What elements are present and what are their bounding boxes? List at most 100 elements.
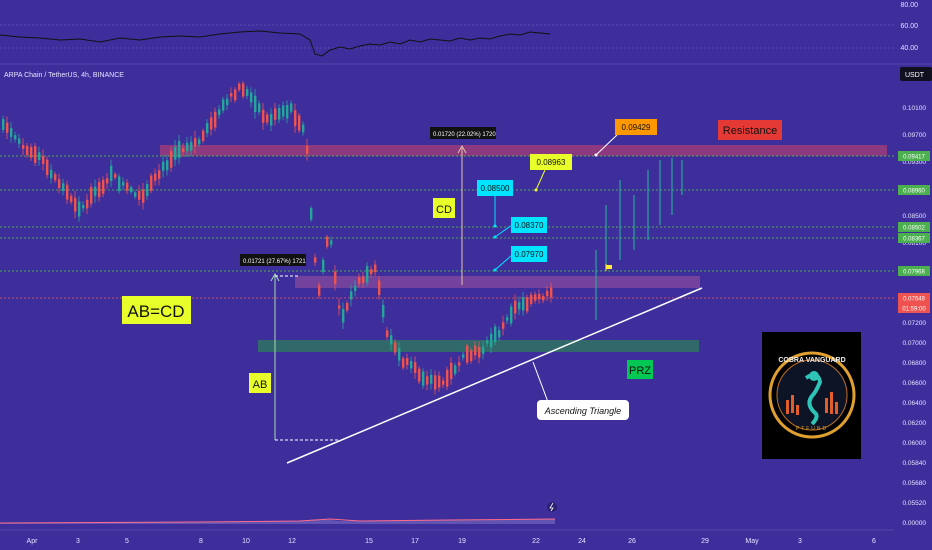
candle-body — [182, 148, 185, 153]
candle-body — [382, 304, 385, 318]
prz-label: PRZ — [627, 360, 653, 379]
candle-body — [550, 287, 553, 298]
candle-body — [226, 98, 229, 106]
candle-body — [522, 297, 525, 311]
candle-body — [94, 186, 97, 196]
candle-body — [478, 346, 481, 358]
target-1-label: 0.08370 — [493, 217, 547, 239]
candle-body — [126, 182, 129, 191]
time-tick-label: 24 — [578, 538, 586, 545]
candle-body — [70, 195, 73, 203]
candle-body — [62, 183, 65, 191]
candle-body — [294, 110, 297, 127]
candle-body — [274, 108, 277, 120]
candle-body — [18, 138, 21, 144]
candle-body — [390, 335, 393, 345]
candle-body — [394, 342, 397, 353]
candle-body — [330, 240, 333, 245]
candle-body — [318, 285, 321, 296]
candle-body — [466, 345, 469, 363]
cd-measure-arrow — [457, 144, 467, 285]
candle-body — [210, 117, 213, 130]
price-badge — [898, 233, 930, 243]
candle-body — [98, 181, 101, 198]
candle-body — [230, 93, 233, 97]
candle-body — [542, 295, 545, 301]
candle-body — [378, 280, 381, 295]
time-tick-label: 22 — [532, 538, 540, 545]
candle-body — [22, 145, 25, 149]
price-badges: 0.09417 0.08960 0.08502 0.08367 0.07968 0.076… — [898, 151, 930, 313]
price-badge-label: 0.08367 — [903, 237, 925, 243]
ab-measure-text: 0.01721 (27.67%) 1721 — [243, 259, 306, 265]
candle-body — [298, 115, 301, 131]
price-tick-label: 0.06400 — [903, 400, 927, 407]
candle-body — [438, 375, 441, 388]
candle-body — [434, 375, 437, 390]
candle-body — [250, 92, 253, 103]
lightning-icon[interactable] — [547, 502, 557, 512]
time-tick-label: May — [745, 538, 759, 545]
ab-label: AB — [249, 373, 271, 393]
candle-body — [414, 362, 417, 373]
candle-body — [338, 305, 341, 309]
price-tick-label: 0.00000 — [903, 520, 927, 527]
candle-body — [10, 128, 13, 137]
candle-body — [86, 199, 89, 209]
ascending-triangle-label: Ascending Triangle — [537, 400, 629, 420]
ab-measure-arrow — [270, 272, 340, 441]
candle-body — [334, 271, 337, 284]
time-tick-label: 19 — [458, 538, 466, 545]
target-4-text: 0.09429 — [622, 123, 651, 132]
target-2-text: 0.08500 — [481, 184, 510, 193]
resistance-zone — [160, 145, 887, 156]
candle-body — [142, 189, 145, 203]
candle-body — [66, 184, 69, 200]
time-tick-label: 17 — [411, 538, 419, 545]
candle-body — [362, 276, 365, 284]
candle-body — [374, 264, 377, 273]
price-axis[interactable]: 0.101000.097000.093000.089000.085000.081… — [895, 85, 932, 530]
prz-zone — [258, 340, 699, 352]
sell-zone — [295, 276, 700, 288]
candle-body — [490, 333, 493, 348]
candle-body — [146, 184, 149, 197]
price-tick-label: 0.07000 — [903, 340, 927, 347]
currency-badge[interactable]: USDT — [900, 67, 932, 81]
price-tick-label: 0.06200 — [903, 420, 927, 427]
candle-body — [194, 138, 197, 147]
candle-body — [322, 259, 325, 273]
candle-body — [234, 89, 237, 101]
candle-body — [506, 317, 509, 321]
price-badge — [898, 266, 930, 276]
candle-body — [258, 103, 261, 113]
flag-icon — [605, 264, 612, 271]
candle-body — [178, 141, 181, 159]
candle-body — [118, 176, 121, 192]
cd-text: CD — [436, 204, 452, 216]
candle-body — [518, 302, 521, 310]
volume-pane — [0, 518, 556, 524]
ascending-trendline — [286, 287, 703, 464]
candle-body — [286, 105, 289, 119]
candle-body — [306, 145, 309, 154]
candle-body — [370, 269, 373, 275]
candle-body — [134, 192, 137, 197]
osc-axis-80: 80.00 — [900, 2, 918, 9]
candle-body — [458, 362, 461, 366]
time-axis[interactable]: Apr 3 5 8 10 12 15 17 19 22 24 26 29 May 3 6 — [0, 529, 894, 545]
candle-body — [26, 145, 29, 156]
candle-body — [498, 330, 501, 338]
target-2-label: 0.08500 — [477, 180, 513, 228]
time-tick-label: Apr — [27, 538, 39, 545]
candle-body — [446, 369, 449, 387]
price-badge-label: 0.07649 — [903, 297, 925, 303]
candle-body — [218, 109, 221, 115]
time-tick-label: 5 — [125, 538, 129, 545]
candle-body — [246, 89, 249, 96]
candle-body — [502, 322, 505, 329]
candle-body — [42, 156, 45, 164]
price-tick-label: 0.08100 — [903, 240, 927, 247]
